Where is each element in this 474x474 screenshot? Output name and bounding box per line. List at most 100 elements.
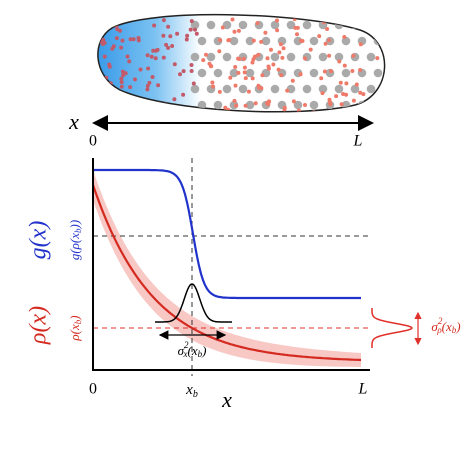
nucleus: [298, 72, 303, 77]
nucleus: [102, 40, 107, 45]
nucleus: [357, 100, 367, 110]
nucleus: [233, 65, 238, 69]
nucleus: [170, 44, 175, 48]
nucleus: [197, 68, 207, 78]
nucleus: [232, 29, 237, 34]
nucleus: [181, 92, 186, 97]
nucleus: [227, 38, 232, 42]
nucleus: [276, 67, 281, 72]
nucleus: [279, 73, 284, 78]
nucleus: [147, 80, 152, 85]
rho-noise-band: [93, 170, 361, 367]
nucleus: [285, 88, 290, 93]
nucleus: [114, 36, 119, 41]
nucleus: [351, 53, 356, 58]
nucleus: [338, 80, 343, 85]
nucleus: [98, 102, 102, 107]
nucleus: [322, 69, 327, 74]
nucleus: [376, 36, 381, 41]
nucleus: [107, 62, 112, 67]
label-part: x: [185, 382, 193, 398]
label-part: b: [198, 349, 203, 359]
nucleus: [98, 101, 103, 106]
nucleus: [98, 16, 102, 21]
nucleus: [168, 34, 173, 39]
nucleus: [232, 98, 237, 103]
nucleus: [270, 52, 280, 62]
nucleus: [204, 52, 208, 57]
nucleus: [245, 68, 255, 78]
nucleus: [213, 68, 223, 78]
nucleus: [263, 30, 268, 35]
nucleus: [241, 56, 246, 61]
nucleus: [252, 54, 257, 59]
nucleus: [299, 38, 303, 43]
label-part: ): [201, 343, 206, 358]
nucleus: [102, 54, 107, 59]
nucleus: [222, 52, 232, 62]
label-part: ): [67, 315, 82, 320]
nucleus: [108, 106, 113, 111]
nucleus: [218, 38, 223, 42]
nucleus: [350, 84, 360, 94]
nucleus: [295, 25, 300, 30]
nucleus: [358, 68, 363, 72]
nucleus: [131, 37, 136, 42]
nucleus: [317, 34, 322, 39]
nucleus: [172, 62, 177, 67]
nucleus: [119, 84, 124, 89]
nucleus: [250, 60, 255, 65]
nucleus: [164, 42, 169, 47]
nucleus: [120, 38, 125, 43]
nucleus: [318, 84, 328, 94]
nucleus: [366, 84, 376, 94]
g-curve: [93, 168, 361, 300]
label-part: (x: [442, 319, 452, 334]
nucleus: [145, 87, 150, 92]
nucleus: [98, 95, 102, 100]
nucleus: [101, 23, 106, 28]
nucleus: [236, 70, 241, 75]
label-part: b: [73, 319, 83, 324]
nucleus: [119, 45, 124, 50]
nucleus: [358, 21, 362, 26]
nucleus: [108, 21, 113, 25]
rho-level-label: ρ(xb): [67, 315, 83, 341]
nucleus: [123, 71, 128, 76]
nucleus: [127, 59, 132, 64]
nucleus: [101, 37, 106, 42]
nucleus: [197, 100, 207, 110]
nucleus: [280, 55, 285, 60]
nucleus: [226, 107, 231, 112]
nucleus: [344, 81, 349, 86]
nucleus: [271, 62, 276, 67]
nucleus: [374, 106, 379, 111]
nucleus: [146, 66, 151, 71]
nucleus: [229, 68, 239, 78]
nucleus: [119, 76, 124, 81]
nucleus: [161, 55, 166, 60]
nucleus: [197, 36, 207, 46]
nucleus: [236, 56, 241, 61]
nucleus: [102, 16, 107, 21]
nucleus: [329, 69, 334, 74]
label-part: b: [193, 389, 198, 400]
nucleus: [309, 100, 319, 110]
nucleus: [125, 103, 130, 108]
nucleus: [145, 83, 150, 88]
nucleus: [342, 35, 347, 39]
nucleus: [194, 31, 199, 36]
nucleus: [98, 28, 102, 33]
nucleus: [319, 76, 324, 81]
nucleus: [290, 78, 295, 83]
rho-gaussian: [371, 308, 414, 348]
nucleus: [256, 52, 261, 57]
nucleus: [229, 36, 239, 46]
nucleus: [242, 65, 247, 70]
nucleus: [150, 75, 155, 79]
nucleus: [152, 23, 157, 28]
nucleus: [251, 38, 256, 43]
nucleus: [201, 58, 206, 63]
nucleus: [291, 99, 296, 104]
nucleus: [293, 100, 303, 110]
